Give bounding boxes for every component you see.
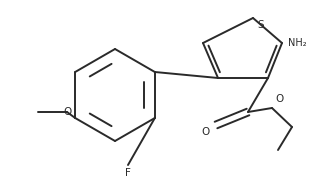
- Text: S: S: [257, 20, 264, 30]
- Text: F: F: [125, 168, 131, 178]
- Text: O: O: [275, 94, 283, 104]
- Text: NH₂: NH₂: [288, 38, 307, 48]
- Text: O: O: [63, 107, 71, 117]
- Text: O: O: [202, 127, 210, 137]
